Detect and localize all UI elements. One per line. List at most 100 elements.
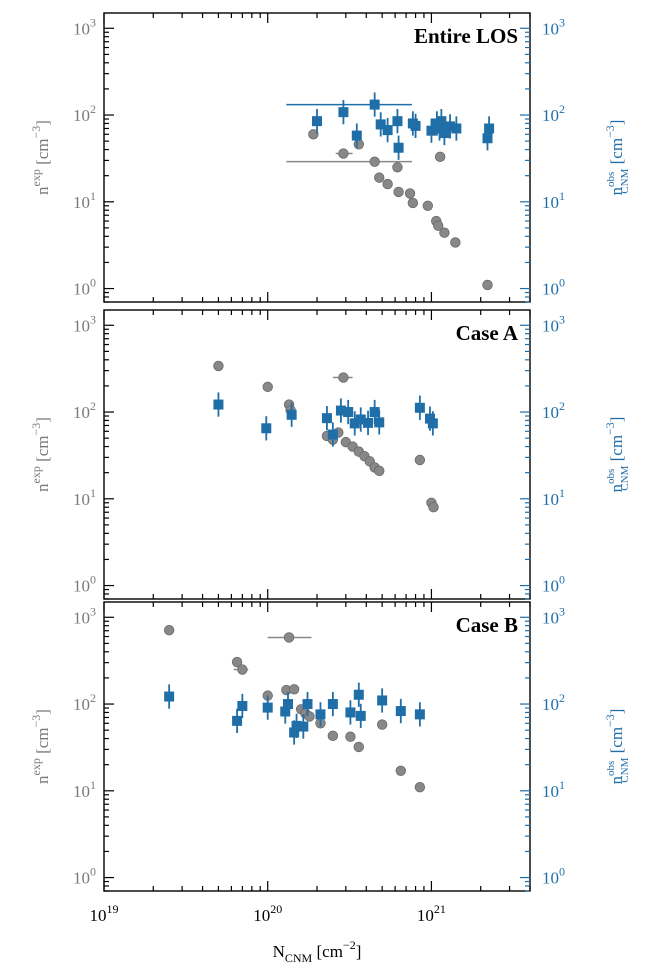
- exp-point: [414, 454, 426, 466]
- exp-point: [213, 360, 224, 372]
- obs-point: [262, 702, 273, 713]
- obs-point: [343, 407, 354, 418]
- series-exp: [286, 129, 493, 291]
- exp-point: [450, 237, 461, 248]
- exp-point: [345, 731, 356, 742]
- obs-point: [351, 130, 362, 141]
- obs-point: [261, 423, 272, 434]
- obs-point: [232, 715, 243, 726]
- y-tick-label-right: 102: [542, 691, 565, 714]
- obs-point: [363, 417, 374, 428]
- exp-point: [404, 188, 416, 199]
- y-tick-label: 100: [73, 573, 96, 596]
- obs-point: [410, 120, 421, 131]
- panel-frame: [103, 12, 531, 303]
- series-exp: [163, 624, 426, 793]
- exp-point: [374, 465, 385, 477]
- obs-point: [289, 727, 300, 738]
- y-axis-label-right: nobs CNM [cm−3]: [603, 709, 631, 785]
- y-tick-label-right: 101: [542, 778, 565, 801]
- obs-point: [291, 720, 302, 731]
- exp-point: [262, 381, 273, 393]
- y-tick-label-right: 102: [542, 102, 565, 125]
- x-tick-label: 1021: [417, 902, 446, 925]
- obs-point: [392, 116, 403, 127]
- panel-title: Case B: [456, 613, 518, 637]
- obs-point: [213, 399, 224, 410]
- exp-point: [283, 632, 295, 643]
- y-tick-label: 101: [73, 778, 96, 801]
- y-tick-label-right: 100: [542, 865, 565, 888]
- series-exp: [213, 360, 439, 513]
- panel-3: 100 100 101 101 102 102 103 103 Case B nexp [cm−3…: [29, 601, 631, 892]
- exp-point: [231, 656, 243, 668]
- y-tick-label: 100: [73, 865, 96, 888]
- exp-point: [433, 220, 444, 231]
- obs-point: [335, 405, 346, 416]
- y-tick-label: 101: [73, 486, 96, 509]
- x-tick-label: 1019: [90, 902, 119, 925]
- exp-point: [393, 186, 404, 198]
- series-obs: [164, 682, 425, 745]
- y-axis-label-right: nobs CNM [cm−3]: [603, 120, 631, 196]
- y-tick-label-right: 101: [542, 189, 565, 212]
- panel-1: 100 100 101 101 102 102 103 103 Entire LOS nexp […: [29, 12, 631, 303]
- x-tick-label: 1020: [253, 902, 282, 925]
- obs-point: [327, 699, 338, 710]
- exp-point: [392, 162, 403, 173]
- obs-point: [375, 119, 386, 130]
- obs-point: [445, 121, 456, 132]
- obs-point: [414, 402, 425, 413]
- y-tick-label-right: 103: [542, 312, 565, 335]
- panel-frame: [103, 309, 531, 600]
- obs-point: [302, 699, 313, 710]
- obs-point: [353, 689, 364, 700]
- obs-point: [374, 417, 385, 428]
- exp-point: [382, 178, 393, 190]
- obs-point: [315, 709, 326, 720]
- y-tick-label: 100: [73, 276, 96, 299]
- exp-point: [369, 156, 380, 167]
- y-tick-label-right: 100: [542, 573, 565, 596]
- obs-point: [355, 414, 366, 425]
- exp-point: [376, 719, 388, 730]
- obs-point: [377, 695, 388, 706]
- panel-title: Case A: [456, 321, 519, 345]
- exp-point: [353, 741, 364, 753]
- obs-point: [395, 706, 406, 717]
- exp-point: [428, 502, 439, 513]
- obs-point: [349, 418, 360, 429]
- exp-point: [353, 139, 364, 150]
- obs-point: [382, 125, 393, 136]
- y-tick-label: 102: [73, 399, 96, 422]
- obs-point: [312, 116, 322, 127]
- obs-point: [436, 116, 447, 127]
- obs-point: [427, 418, 438, 429]
- exp-point: [434, 151, 446, 163]
- obs-point: [426, 125, 437, 136]
- y-tick-label: 102: [73, 691, 96, 714]
- obs-point: [393, 142, 404, 153]
- series-obs: [213, 392, 438, 447]
- exp-point: [288, 684, 300, 695]
- obs-point: [451, 123, 462, 134]
- obs-point: [484, 123, 495, 134]
- y-axis-label-left: nexp [cm−3]: [29, 709, 52, 784]
- panel-title: Entire LOS: [414, 24, 518, 48]
- exp-point: [414, 782, 426, 793]
- y-axis-label-right: nobs CNM [cm−3]: [603, 417, 631, 493]
- x-axis-label: NCNM [cm−2]: [273, 938, 362, 965]
- exp-point: [163, 624, 175, 636]
- exp-point: [308, 129, 319, 140]
- exp-point: [338, 372, 349, 383]
- obs-point: [439, 128, 450, 139]
- panel-frame: [103, 601, 531, 892]
- exp-point: [237, 664, 248, 675]
- y-tick-label: 103: [73, 604, 96, 627]
- obs-point: [482, 133, 493, 144]
- exp-point: [395, 765, 407, 777]
- obs-point: [282, 699, 293, 710]
- y-tick-label-right: 102: [542, 399, 565, 422]
- y-tick-label-right: 103: [542, 15, 565, 38]
- obs-point: [237, 700, 248, 711]
